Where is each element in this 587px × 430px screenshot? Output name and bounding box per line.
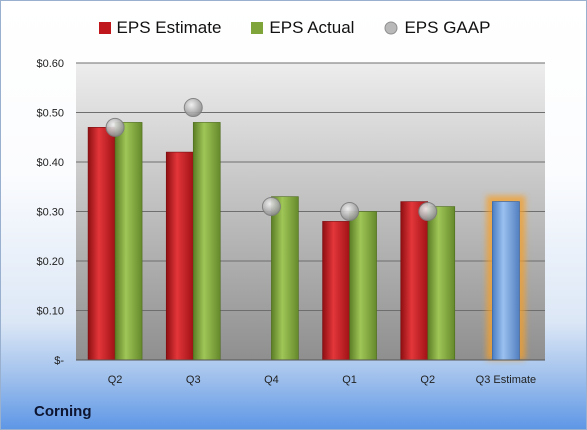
legend-label-actual: EPS Actual <box>269 18 355 37</box>
legend-swatch-gaap <box>384 21 398 35</box>
y-tick-label: $0.40 <box>36 157 64 169</box>
x-tick-label: Q2 <box>420 374 435 386</box>
bar-actual <box>114 122 143 361</box>
gaap-point <box>340 202 360 221</box>
bar-estimate <box>400 201 429 361</box>
legend-swatch-actual <box>251 22 264 34</box>
bar-forecast <box>492 201 520 361</box>
bar-estimate <box>322 221 350 361</box>
gaap-point <box>261 197 281 217</box>
gaap-point <box>183 98 203 118</box>
company-name: Corning <box>34 403 92 420</box>
legend-label-estimate: EPS Estimate <box>116 18 222 37</box>
x-tick-label: Q4 <box>264 374 279 386</box>
gaap-point <box>105 117 125 137</box>
legend-item-estimate: EPS Estimate <box>98 18 222 38</box>
legend-item-gaap: EPS GAAP <box>384 18 490 38</box>
y-tick-label: $0.60 <box>36 58 64 70</box>
bar-actual <box>427 206 456 361</box>
y-tick-label: $0.20 <box>36 256 64 268</box>
gaap-point <box>418 202 438 221</box>
legend: EPS Estimate EPS Actual EPS GAAP <box>1 18 586 38</box>
y-tick-label: $0.10 <box>36 306 64 318</box>
x-tick-label: Q1 <box>342 374 357 386</box>
x-tick-label: Q3 <box>186 374 201 386</box>
bar-actual <box>349 211 377 361</box>
bar-estimate <box>165 151 194 361</box>
x-tick-label: Q2 <box>108 374 123 386</box>
y-tick-label: $0.50 <box>36 108 64 120</box>
x-tick-label: Q3 Estimate <box>476 374 537 386</box>
legend-swatch-estimate <box>98 22 111 34</box>
legend-item-actual: EPS Actual <box>251 18 354 38</box>
bar-actual <box>271 196 299 361</box>
y-tick-label: $0.30 <box>36 207 64 219</box>
legend-label-gaap: EPS GAAP <box>404 18 491 37</box>
y-tick-label: $- <box>54 355 64 367</box>
bar-estimate <box>87 127 116 361</box>
bar-actual <box>192 122 221 361</box>
